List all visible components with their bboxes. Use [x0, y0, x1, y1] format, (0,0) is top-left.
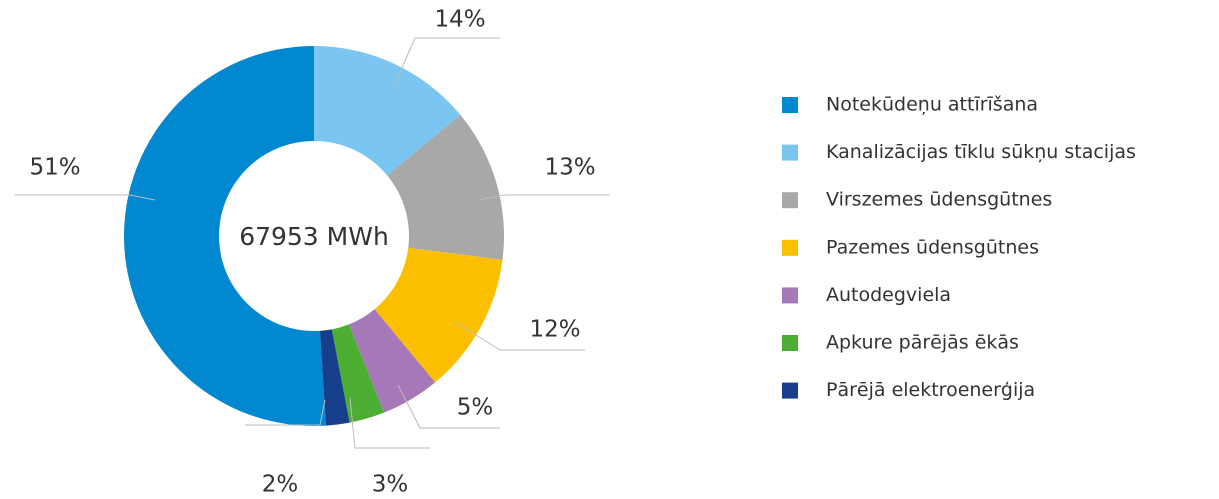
legend-label: Notekūdeņu attīrīšana: [826, 94, 1038, 116]
legend-label: Autodegviela: [826, 284, 951, 306]
legend-label: Apkure pārējās ēkās: [826, 332, 1019, 354]
data-label: 12%: [529, 317, 580, 343]
leader-line: [397, 384, 500, 429]
legend-swatch: [782, 144, 798, 161]
legend-label: Pazemes ūdensgūtnes: [826, 236, 1039, 258]
donut: [124, 46, 504, 426]
legend-swatch: [782, 192, 798, 209]
center-label: 67953 MWh: [239, 222, 389, 251]
leader-line: [349, 397, 430, 449]
leader-line: [392, 37, 500, 89]
leader-line: [245, 399, 326, 426]
slice: [331, 324, 384, 423]
legend-label: Kanalizācijas tīklu sūkņu stacijas: [826, 141, 1136, 163]
slice: [374, 247, 503, 383]
data-label: 13%: [544, 155, 595, 181]
legend-swatch: [782, 239, 798, 256]
leader-line: [15, 194, 156, 201]
slice: [124, 46, 326, 426]
slice: [348, 309, 436, 413]
data-label: 3%: [372, 472, 409, 498]
slice: [319, 329, 350, 426]
leader-line: [454, 321, 585, 351]
data-label: 5%: [457, 395, 494, 421]
slice: [314, 46, 461, 176]
slice: [387, 114, 504, 260]
legend-label: Virszemes ūdensgūtnes: [826, 189, 1052, 211]
data-label: 14%: [434, 7, 485, 33]
data-label: 51%: [29, 155, 80, 181]
legend-swatch: [782, 97, 798, 113]
data-label: 2%: [262, 472, 299, 498]
legend-label: Pārējā elektroenerģija: [826, 379, 1035, 401]
legend-swatch: [782, 335, 798, 351]
leader-line: [477, 194, 610, 201]
legend-swatch: [782, 287, 798, 304]
legend-swatch: [782, 382, 798, 399]
